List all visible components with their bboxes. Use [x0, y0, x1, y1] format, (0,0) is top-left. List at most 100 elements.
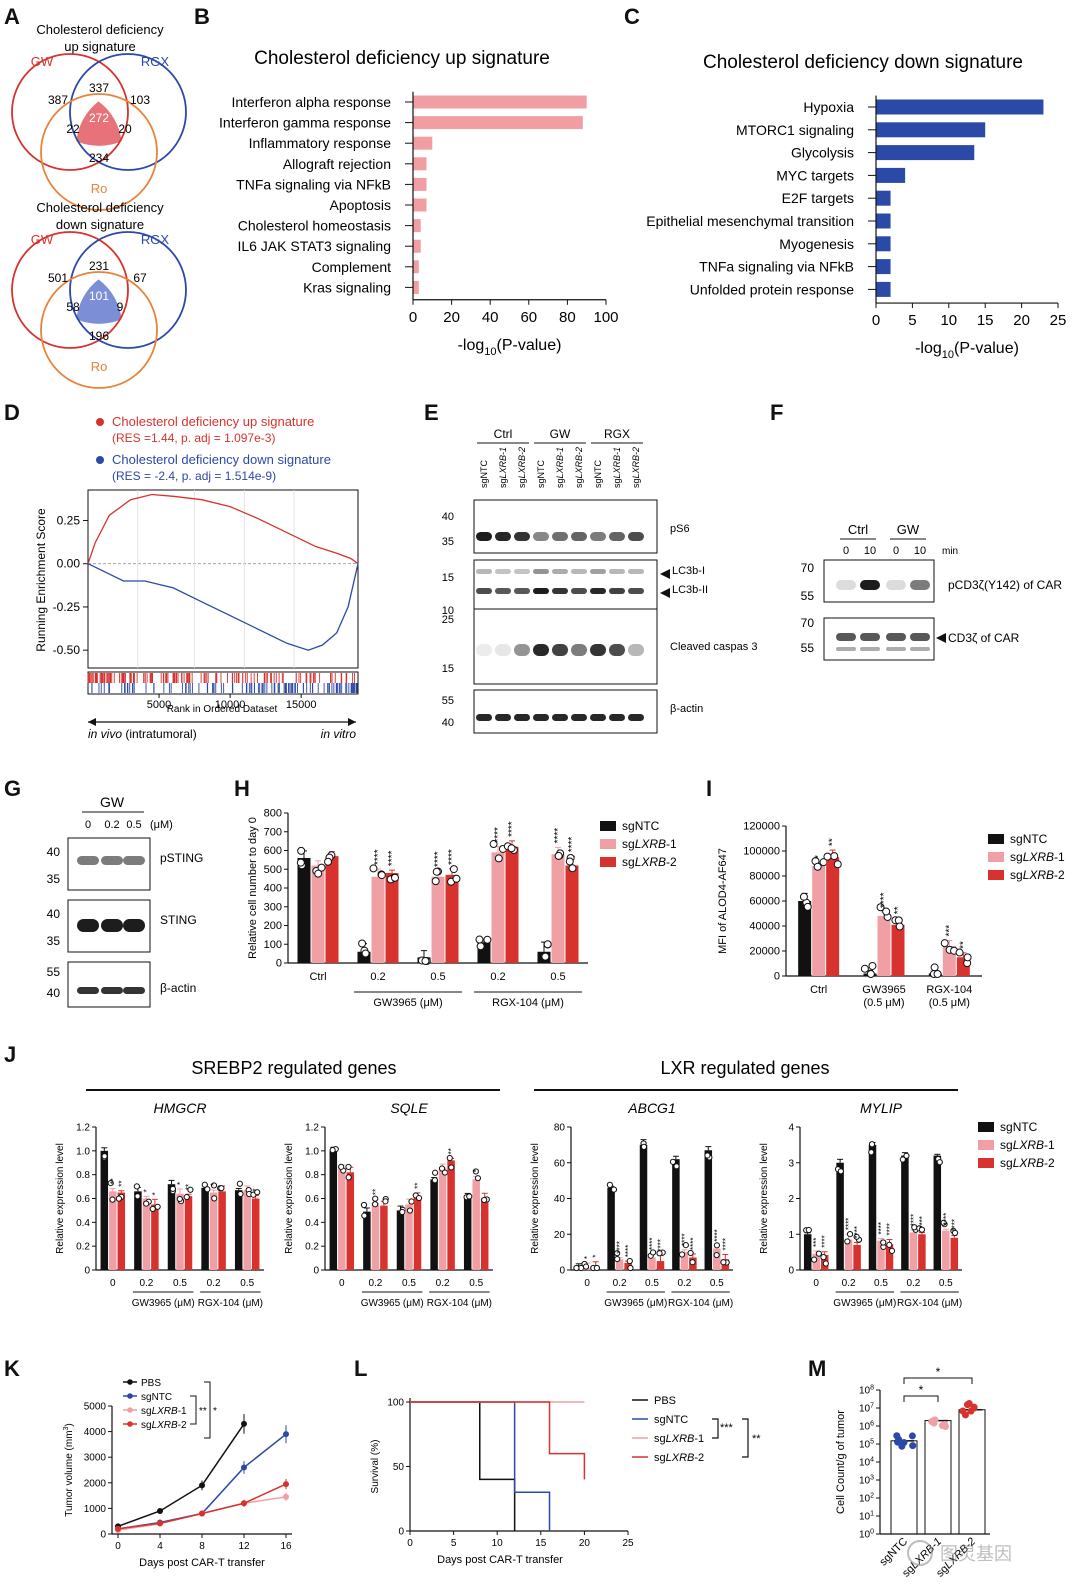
x-tick-label: 0.5 — [550, 971, 565, 983]
western-e-lane-label: sgNTC — [593, 459, 603, 488]
legend-label: sgLXRB-1 — [141, 1406, 187, 1417]
panel-b-bar-chart: Cholesterol deficiency up signature Inter… — [219, 48, 619, 358]
y-tick-label: 60 — [554, 1158, 566, 1169]
sig-bracket-2 — [903, 1377, 973, 1384]
band-lc3-i — [628, 569, 644, 574]
category-label: Glycolysis — [791, 145, 854, 161]
category-label: Hypoxia — [803, 99, 854, 115]
tick-exp: 5 — [870, 1439, 874, 1446]
label-gene: NTC — [886, 1536, 911, 1561]
data-point — [868, 1149, 875, 1156]
data-point — [689, 1259, 696, 1266]
data-point — [955, 948, 964, 957]
venn-down-rgx-only: 67 — [133, 271, 147, 285]
bar — [413, 219, 421, 233]
tick-base: 10 — [859, 1404, 871, 1415]
western-g-frame-sting — [67, 899, 151, 953]
band-lc3-ii — [552, 588, 568, 594]
chart-title: ABCG1 — [627, 1100, 675, 1116]
venn-down-all: 101 — [89, 289, 109, 303]
western-g-conc-0: 0 — [85, 819, 91, 831]
bar — [413, 260, 419, 274]
y-tick-label: 4000 — [84, 1427, 107, 1438]
y-tick-label: 0 — [100, 1530, 106, 1541]
tick-exp: 1 — [870, 1511, 874, 1518]
lane-prefix: sg — [574, 478, 584, 488]
data-point — [431, 877, 440, 886]
significance-mark: **** — [624, 1245, 633, 1257]
y-tick-label: 40000 — [749, 921, 780, 933]
gsea-curve-up — [87, 493, 359, 565]
legend-label: sgLXRB-2 — [141, 1420, 187, 1431]
x-tick-label: 0.2 — [677, 1278, 691, 1289]
western-e-blot-frame-0 — [473, 499, 658, 554]
x-tick-label: 0 — [409, 309, 417, 326]
gsea-legend-dot-up — [96, 418, 104, 426]
venn-down-gw-only: 501 — [48, 271, 68, 285]
band-ps6 — [514, 532, 530, 541]
band-actin — [495, 714, 511, 721]
y-tick-label: 108 — [859, 1385, 874, 1397]
data-point — [959, 1407, 967, 1415]
data-point — [432, 1169, 439, 1176]
data-point — [568, 864, 577, 873]
band-lc3-ii — [476, 588, 492, 594]
significance-mark: **** — [918, 1216, 927, 1228]
bar-sgNTC — [704, 1150, 713, 1270]
data-point — [481, 1196, 488, 1204]
band-lc3-ii — [609, 588, 625, 594]
gsea-invivo: in vivo — [88, 727, 122, 741]
x-tick-label: GW3965 — [862, 984, 905, 996]
lane-gene: LXRB-2 — [631, 447, 641, 479]
significance-mark: **** — [821, 1235, 830, 1247]
bar-sgLXRB-1 — [142, 1198, 151, 1270]
western-e-ps6-label: pS6 — [670, 523, 690, 535]
data-point — [372, 1195, 379, 1202]
significance-mark: **** — [886, 1223, 895, 1235]
legend-label: PBS — [141, 1378, 161, 1389]
data-point — [143, 1200, 150, 1207]
data-point — [107, 1180, 114, 1187]
bar — [413, 157, 427, 171]
gsea-ylabel: Running Enrichment Score — [34, 508, 48, 652]
western-f-time-10b: 10 — [914, 545, 926, 557]
band-ps6 — [495, 532, 511, 541]
significance-mark: ** — [828, 838, 839, 846]
x-tick-label: 0 — [407, 1538, 413, 1549]
chart-title: Cholesterol deficiency down signature — [703, 52, 1023, 73]
band-cd3z-lower — [910, 647, 930, 651]
venn-up-all: 272 — [89, 111, 109, 125]
bar-sgLXRB-1 — [812, 866, 826, 976]
bar-sgLXRB-2 — [151, 1204, 159, 1270]
data-point — [682, 1242, 689, 1249]
data-point — [803, 902, 812, 911]
western-g-marker-55: 55 — [47, 965, 61, 979]
y-tick-label: 60000 — [749, 896, 780, 908]
legend-prefix: sg — [141, 1392, 152, 1403]
bar-sgNTC — [234, 1190, 243, 1270]
legend-label: PBS — [654, 1395, 676, 1407]
western-g-group: GW — [100, 794, 125, 810]
bar-sgLXRB-1 — [877, 1240, 885, 1270]
bar-sgLXRB-1 — [648, 1257, 656, 1270]
data-point — [390, 873, 399, 882]
legend-suffix: -1 — [1044, 1138, 1055, 1152]
sig-mark-2: * — [936, 1365, 941, 1379]
significance-mark: **** — [567, 837, 578, 853]
category-label: Complement — [312, 259, 391, 275]
band-ps6 — [552, 532, 568, 541]
western-e-lane-label: sgLXRB-2 — [517, 447, 527, 488]
legend-suffix: -2 — [1054, 868, 1065, 882]
x-tick-label: 25 — [622, 1538, 634, 1549]
western-f-label-cd3z: CD3ζ of CAR — [948, 631, 1020, 645]
x-tick-label: 0 — [110, 1278, 116, 1289]
data-point — [673, 1163, 680, 1170]
data-point — [573, 1264, 580, 1272]
legend-marker — [127, 1379, 133, 1385]
x-tick-label: 0 — [584, 1278, 590, 1289]
data-point — [899, 1156, 906, 1163]
data-point — [149, 1205, 156, 1213]
gsea-plot: 0.25 0.00 -0.25 -0.50 5000 10000 15000 — [53, 489, 359, 711]
data-point — [888, 1247, 896, 1254]
y-axis-label: Relative expression level — [530, 1143, 541, 1254]
